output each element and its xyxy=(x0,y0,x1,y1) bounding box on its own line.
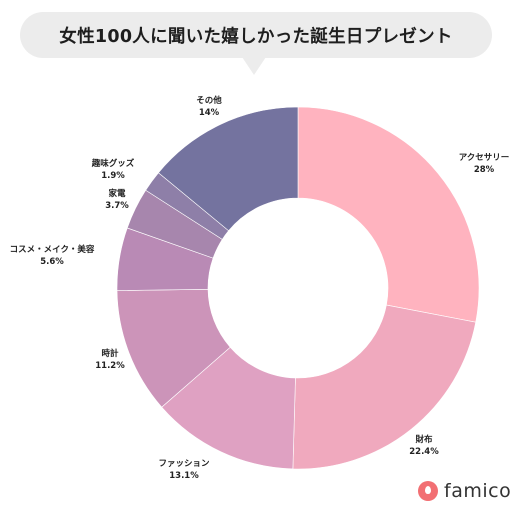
slice-category-label: 家電 xyxy=(108,189,126,199)
donut-slice xyxy=(158,106,299,232)
slice-value-label: 13.1% xyxy=(169,471,199,481)
slice-category-label: その他 xyxy=(196,96,222,106)
famico-logo: famico xyxy=(418,480,511,502)
slice-label: その他 14% xyxy=(196,95,222,119)
slice-value-label: 1.9% xyxy=(101,171,125,181)
slice-label: ファッション 13.1% xyxy=(158,458,209,482)
slice-value-label: 11.2% xyxy=(95,361,125,371)
slice-value-label: 22.4% xyxy=(409,447,439,457)
slice-label: 時計 11.2% xyxy=(95,348,125,372)
slice-label: 家電 3.7% xyxy=(105,188,129,212)
slice-category-label: 時計 xyxy=(101,349,119,359)
slice-value-label: 14% xyxy=(198,108,220,118)
slice-category-label: 財布 xyxy=(415,435,433,445)
slice-label: コスメ・メイク・美容 5.6% xyxy=(10,244,95,268)
chart-title: 女性100人に聞いた嬉しかった誕生日プレゼント xyxy=(59,26,453,47)
slice-value-label: 3.7% xyxy=(105,201,129,211)
donut-slice xyxy=(292,304,477,470)
slice-category-label: コスメ・メイク・美容 xyxy=(9,245,95,255)
famico-logo-icon xyxy=(418,481,438,501)
slice-category-label: アクセサリー xyxy=(458,153,510,163)
slice-value-label: 28% xyxy=(473,165,495,175)
slice-label: アクセサリー 28% xyxy=(459,152,510,176)
slice-category-label: 趣味グッズ xyxy=(91,159,135,169)
slice-category-label: ファッション xyxy=(158,459,210,469)
title-bubble-tail xyxy=(242,57,266,75)
slice-label: 趣味グッズ 1.9% xyxy=(92,158,135,182)
donut-slice xyxy=(297,106,480,323)
slice-value-label: 5.6% xyxy=(40,257,64,267)
famico-logo-text: famico xyxy=(444,480,512,502)
title-bubble: 女性100人に聞いた嬉しかった誕生日プレゼント xyxy=(20,12,492,58)
slice-label: 財布 22.4% xyxy=(409,434,439,458)
